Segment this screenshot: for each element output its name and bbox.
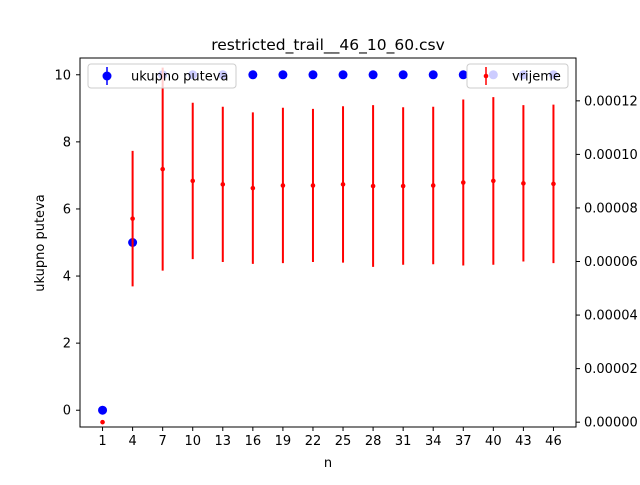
vrijeme-point	[160, 166, 165, 172]
x-tick-label: 13	[215, 434, 232, 449]
vrijeme-point	[100, 419, 105, 425]
ukupno-puteva-point	[278, 70, 288, 80]
x-tick-label: 34	[425, 434, 442, 449]
x-tick-label: 22	[305, 434, 322, 449]
y-tick-label: 2	[63, 337, 71, 352]
vrijeme-point	[551, 181, 556, 187]
x-tick-label: 10	[184, 434, 201, 449]
legend-right-box	[466, 63, 569, 89]
ukupno-puteva-point	[398, 70, 408, 80]
y2-tick-label: 0.00004	[584, 309, 638, 324]
y2-tick-label: 0.00008	[584, 201, 638, 216]
legend-right-swatch	[483, 73, 489, 79]
x-tick-label: 25	[335, 434, 352, 449]
axes-layer: 1 4 7 10 13 16 19 22 25 28 31 34 37 40 43 4602468100.00…	[54, 57, 638, 449]
ukupno-puteva-point	[308, 70, 318, 80]
vrijeme-point	[310, 183, 316, 188]
vrijeme-point	[491, 178, 496, 184]
vrijeme-point	[280, 183, 286, 188]
legend-layer: ukupno puteva vrijeme	[87, 63, 569, 89]
vrijeme-point	[250, 185, 256, 191]
y-tick-label: 4	[63, 270, 71, 285]
legend-left-label: ukupno puteva	[131, 70, 228, 85]
x-tick-label: 7	[159, 434, 167, 449]
x-tick-label: 46	[545, 434, 562, 449]
ukupno-puteva-point	[98, 405, 108, 415]
y-tick-label: 8	[63, 135, 71, 150]
vrijeme-point	[130, 216, 135, 221]
y2-tick-label: 0.00006	[584, 255, 638, 270]
vrijeme-point	[521, 181, 526, 186]
ukupno-puteva-point	[458, 70, 468, 80]
legend-left-swatch	[102, 71, 112, 81]
legend-left: ukupno puteva	[87, 63, 237, 89]
x-tick-label: 16	[245, 434, 262, 449]
x-tick-label: 1	[98, 434, 106, 449]
x-tick-label: 37	[455, 434, 472, 449]
ukupno-puteva-point	[368, 70, 378, 80]
x-tick-label: 40	[485, 434, 502, 449]
series-layer	[98, 67, 558, 425]
vrijeme-point	[220, 182, 226, 187]
ukupno-puteva-point	[248, 70, 258, 80]
ukupno-puteva-point	[338, 70, 348, 80]
legend-left-box	[87, 63, 237, 89]
x-axis-label: n	[324, 456, 332, 471]
x-tick-label: 28	[365, 434, 382, 449]
legend-right-label: vrijeme	[512, 70, 561, 85]
ukupno-puteva-point	[428, 70, 438, 80]
vrijeme-point	[430, 183, 436, 188]
x-tick-label: 43	[515, 434, 532, 449]
y2-tick-label: 0.00012	[584, 94, 638, 109]
legend-right: vrijeme	[466, 63, 569, 89]
y2-tick-label: 0.00002	[584, 362, 638, 377]
vrijeme-point	[190, 178, 196, 184]
vrijeme-point	[370, 183, 376, 189]
vrijeme-point	[460, 180, 466, 185]
vrijeme-point	[340, 182, 346, 187]
y2-tick-label: 0.00010	[584, 148, 638, 163]
vrijeme-point	[400, 183, 406, 189]
y-axis-label: ukupno puteva	[33, 194, 48, 291]
x-tick-label: 31	[395, 434, 412, 449]
x-tick-label: 4	[128, 434, 136, 449]
y-tick-label: 10	[54, 68, 71, 83]
y-tick-label: 6	[63, 202, 71, 217]
y-tick-label: 0	[63, 404, 71, 419]
x-tick-label: 19	[275, 434, 292, 449]
chart-title: restricted_trail__46_10_60.csv	[211, 36, 445, 55]
y2-tick-label: 0.00000	[584, 416, 638, 431]
plot-frame	[79, 57, 577, 428]
